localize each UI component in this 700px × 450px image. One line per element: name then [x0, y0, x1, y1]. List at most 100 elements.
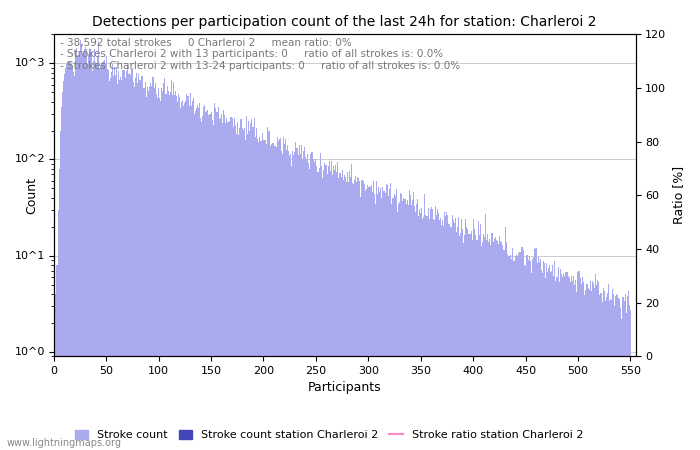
Bar	[545, 278, 546, 450]
Bar	[350, 177, 351, 450]
Bar	[551, 270, 552, 450]
Bar	[529, 256, 531, 450]
Bar	[561, 278, 563, 450]
Bar	[473, 219, 474, 450]
Bar	[329, 161, 330, 450]
Bar	[241, 118, 242, 450]
Bar	[586, 284, 587, 450]
Bar	[110, 78, 111, 450]
Bar	[205, 112, 206, 450]
Bar	[603, 291, 605, 450]
Bar	[357, 177, 358, 450]
Bar	[203, 107, 204, 450]
Bar	[182, 99, 183, 450]
Bar	[85, 47, 86, 450]
Bar	[257, 139, 258, 450]
Bar	[607, 293, 608, 450]
Bar	[612, 288, 613, 450]
Bar	[148, 87, 150, 450]
Bar	[237, 122, 238, 450]
Stroke ratio station Charleroi 2	[449, 354, 457, 359]
Stroke ratio station Charleroi 2	[92, 354, 101, 359]
Bar	[206, 111, 207, 450]
Bar	[547, 272, 548, 450]
Bar	[601, 302, 603, 450]
Bar	[599, 295, 601, 450]
Bar	[481, 246, 482, 450]
Bar	[378, 187, 379, 450]
Bar	[228, 122, 230, 450]
Bar	[382, 188, 384, 450]
Bar	[452, 215, 453, 450]
Bar	[466, 226, 468, 450]
Bar	[419, 209, 420, 450]
Bar	[506, 242, 507, 450]
Bar	[617, 295, 618, 450]
Bar	[177, 102, 178, 450]
Bar	[162, 91, 163, 450]
Bar	[155, 83, 156, 450]
Bar	[442, 220, 443, 450]
Bar	[193, 98, 194, 450]
Bar	[150, 86, 152, 450]
Bar	[428, 220, 430, 450]
Bar	[176, 96, 177, 450]
Bar	[78, 55, 80, 450]
Bar	[201, 122, 202, 450]
Bar	[402, 201, 403, 450]
Bar	[557, 267, 559, 450]
Bar	[449, 227, 451, 450]
Bar	[576, 292, 578, 450]
Bar	[552, 266, 553, 450]
Bar	[611, 300, 612, 450]
Bar	[138, 74, 139, 450]
Bar	[628, 291, 629, 450]
Bar	[260, 140, 261, 450]
Bar	[103, 61, 104, 450]
Bar	[359, 181, 360, 450]
Bar	[244, 128, 245, 450]
Bar	[309, 169, 310, 450]
Bar	[394, 194, 395, 450]
Bar	[420, 213, 421, 450]
Bar	[83, 52, 84, 450]
Bar	[344, 177, 346, 450]
Bar	[523, 250, 524, 450]
Bar	[527, 255, 528, 450]
Bar	[314, 162, 316, 450]
Bar	[369, 185, 370, 450]
Bar	[167, 91, 169, 450]
Bar	[280, 138, 281, 450]
Bar	[391, 204, 392, 450]
Bar	[281, 151, 282, 450]
Bar	[505, 227, 506, 450]
Bar	[534, 249, 536, 450]
Bar	[439, 220, 440, 450]
Bar	[377, 194, 378, 450]
Bar	[111, 72, 112, 450]
Bar	[223, 110, 224, 450]
Bar	[158, 88, 159, 450]
Bar	[221, 114, 222, 450]
Bar	[105, 64, 106, 450]
Bar	[107, 69, 108, 450]
Bar	[190, 107, 192, 450]
X-axis label: Participants: Participants	[308, 382, 382, 395]
Bar	[284, 144, 285, 450]
Bar	[330, 171, 331, 450]
Bar	[437, 209, 438, 450]
Bar	[433, 219, 434, 450]
Bar	[307, 153, 308, 450]
Bar	[608, 284, 609, 450]
Stroke ratio station Charleroi 2	[272, 354, 280, 359]
Bar	[165, 94, 167, 450]
Bar	[137, 83, 138, 450]
Bar	[300, 154, 301, 450]
Bar	[496, 239, 497, 450]
Bar	[172, 95, 173, 450]
Bar	[438, 212, 439, 450]
Bar	[266, 144, 267, 450]
Bar	[90, 49, 91, 450]
Bar	[573, 276, 574, 450]
Bar	[270, 146, 272, 450]
